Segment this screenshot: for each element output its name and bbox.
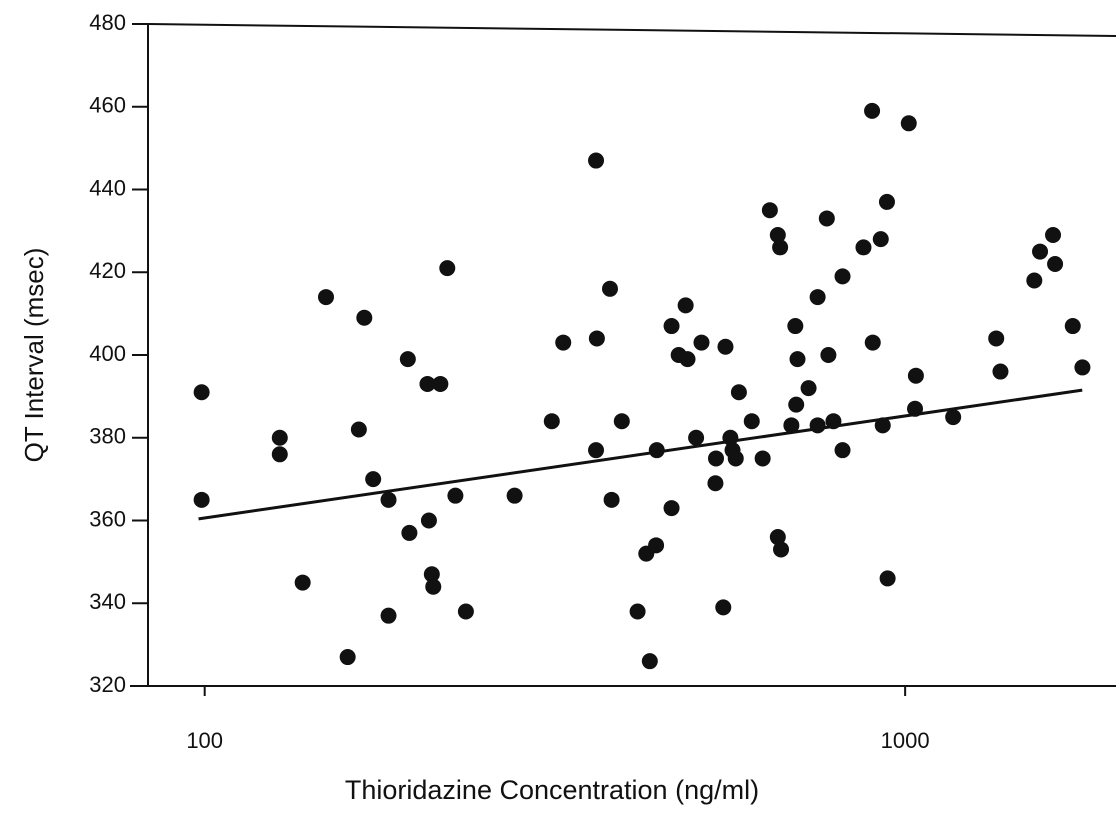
point bbox=[717, 338, 734, 355]
point bbox=[193, 384, 210, 401]
y-axis-label: QT Interval (msec) bbox=[19, 248, 49, 463]
y-tick-label: 420 bbox=[89, 258, 126, 283]
point bbox=[432, 375, 449, 392]
point bbox=[855, 239, 872, 256]
point bbox=[809, 289, 826, 306]
point bbox=[317, 289, 334, 306]
point bbox=[356, 309, 373, 326]
point bbox=[773, 541, 790, 558]
point bbox=[874, 417, 891, 434]
point bbox=[1032, 243, 1049, 260]
y-tick-label: 340 bbox=[89, 589, 126, 614]
point bbox=[988, 330, 1005, 347]
point bbox=[730, 384, 747, 401]
point bbox=[679, 351, 696, 368]
point bbox=[743, 413, 760, 430]
point bbox=[783, 417, 800, 434]
x-tick-label: 1000 bbox=[881, 728, 930, 753]
point bbox=[588, 330, 605, 347]
point bbox=[878, 193, 895, 210]
point bbox=[754, 450, 771, 467]
point bbox=[707, 475, 724, 492]
point bbox=[663, 500, 680, 517]
point bbox=[864, 102, 881, 119]
fit-line bbox=[198, 388, 1083, 521]
point bbox=[601, 280, 618, 297]
x-axis-label: Thioridazine Concentration (ng/ml) bbox=[345, 775, 759, 805]
point bbox=[588, 152, 605, 169]
y-tick-label: 440 bbox=[89, 175, 126, 200]
point bbox=[294, 574, 311, 591]
point bbox=[818, 210, 835, 227]
point bbox=[769, 529, 786, 546]
point bbox=[1047, 255, 1064, 272]
y-tick-label: 480 bbox=[89, 10, 126, 35]
x-tick-label: 100 bbox=[186, 728, 223, 753]
point bbox=[761, 202, 778, 219]
y-tick-label: 400 bbox=[89, 341, 126, 366]
y-tick-label: 380 bbox=[89, 424, 126, 449]
point bbox=[401, 524, 418, 541]
point bbox=[380, 491, 397, 508]
y-tick-label: 460 bbox=[89, 93, 126, 118]
y-tick-label: 320 bbox=[89, 672, 126, 697]
point bbox=[365, 471, 382, 488]
point bbox=[727, 450, 744, 467]
point bbox=[663, 318, 680, 335]
point bbox=[588, 442, 605, 459]
point bbox=[1064, 318, 1081, 335]
point bbox=[834, 268, 851, 285]
point bbox=[872, 231, 889, 248]
point bbox=[420, 512, 437, 529]
point bbox=[648, 537, 665, 554]
point bbox=[419, 375, 436, 392]
point bbox=[707, 450, 724, 467]
point bbox=[641, 653, 658, 670]
point bbox=[879, 570, 896, 587]
point bbox=[1045, 227, 1062, 244]
point bbox=[789, 351, 806, 368]
point bbox=[715, 599, 732, 616]
point bbox=[425, 578, 442, 595]
point bbox=[820, 347, 837, 363]
point bbox=[992, 363, 1009, 380]
point bbox=[423, 566, 440, 583]
point bbox=[677, 297, 694, 314]
point bbox=[457, 603, 474, 620]
point bbox=[900, 115, 917, 132]
point bbox=[399, 351, 416, 368]
point bbox=[439, 260, 456, 277]
point bbox=[555, 334, 572, 351]
point bbox=[693, 334, 710, 351]
point bbox=[864, 334, 881, 351]
point bbox=[907, 367, 924, 384]
point bbox=[543, 413, 560, 430]
point bbox=[629, 603, 646, 620]
point bbox=[688, 429, 705, 446]
point bbox=[506, 487, 523, 504]
point bbox=[772, 239, 789, 256]
point bbox=[271, 446, 288, 463]
point bbox=[447, 487, 464, 504]
point bbox=[603, 491, 620, 508]
point bbox=[193, 491, 210, 508]
point bbox=[800, 380, 817, 397]
point bbox=[1026, 272, 1043, 289]
point bbox=[787, 318, 804, 335]
point bbox=[788, 396, 805, 413]
point bbox=[1074, 359, 1091, 376]
plot-top-border bbox=[147, 23, 1116, 37]
point bbox=[271, 429, 288, 446]
point bbox=[613, 413, 630, 430]
point bbox=[769, 227, 786, 244]
point bbox=[350, 421, 367, 438]
y-tick-label: 360 bbox=[89, 506, 126, 531]
point bbox=[380, 607, 397, 624]
point bbox=[834, 442, 851, 459]
point bbox=[339, 649, 356, 666]
point bbox=[945, 409, 962, 426]
